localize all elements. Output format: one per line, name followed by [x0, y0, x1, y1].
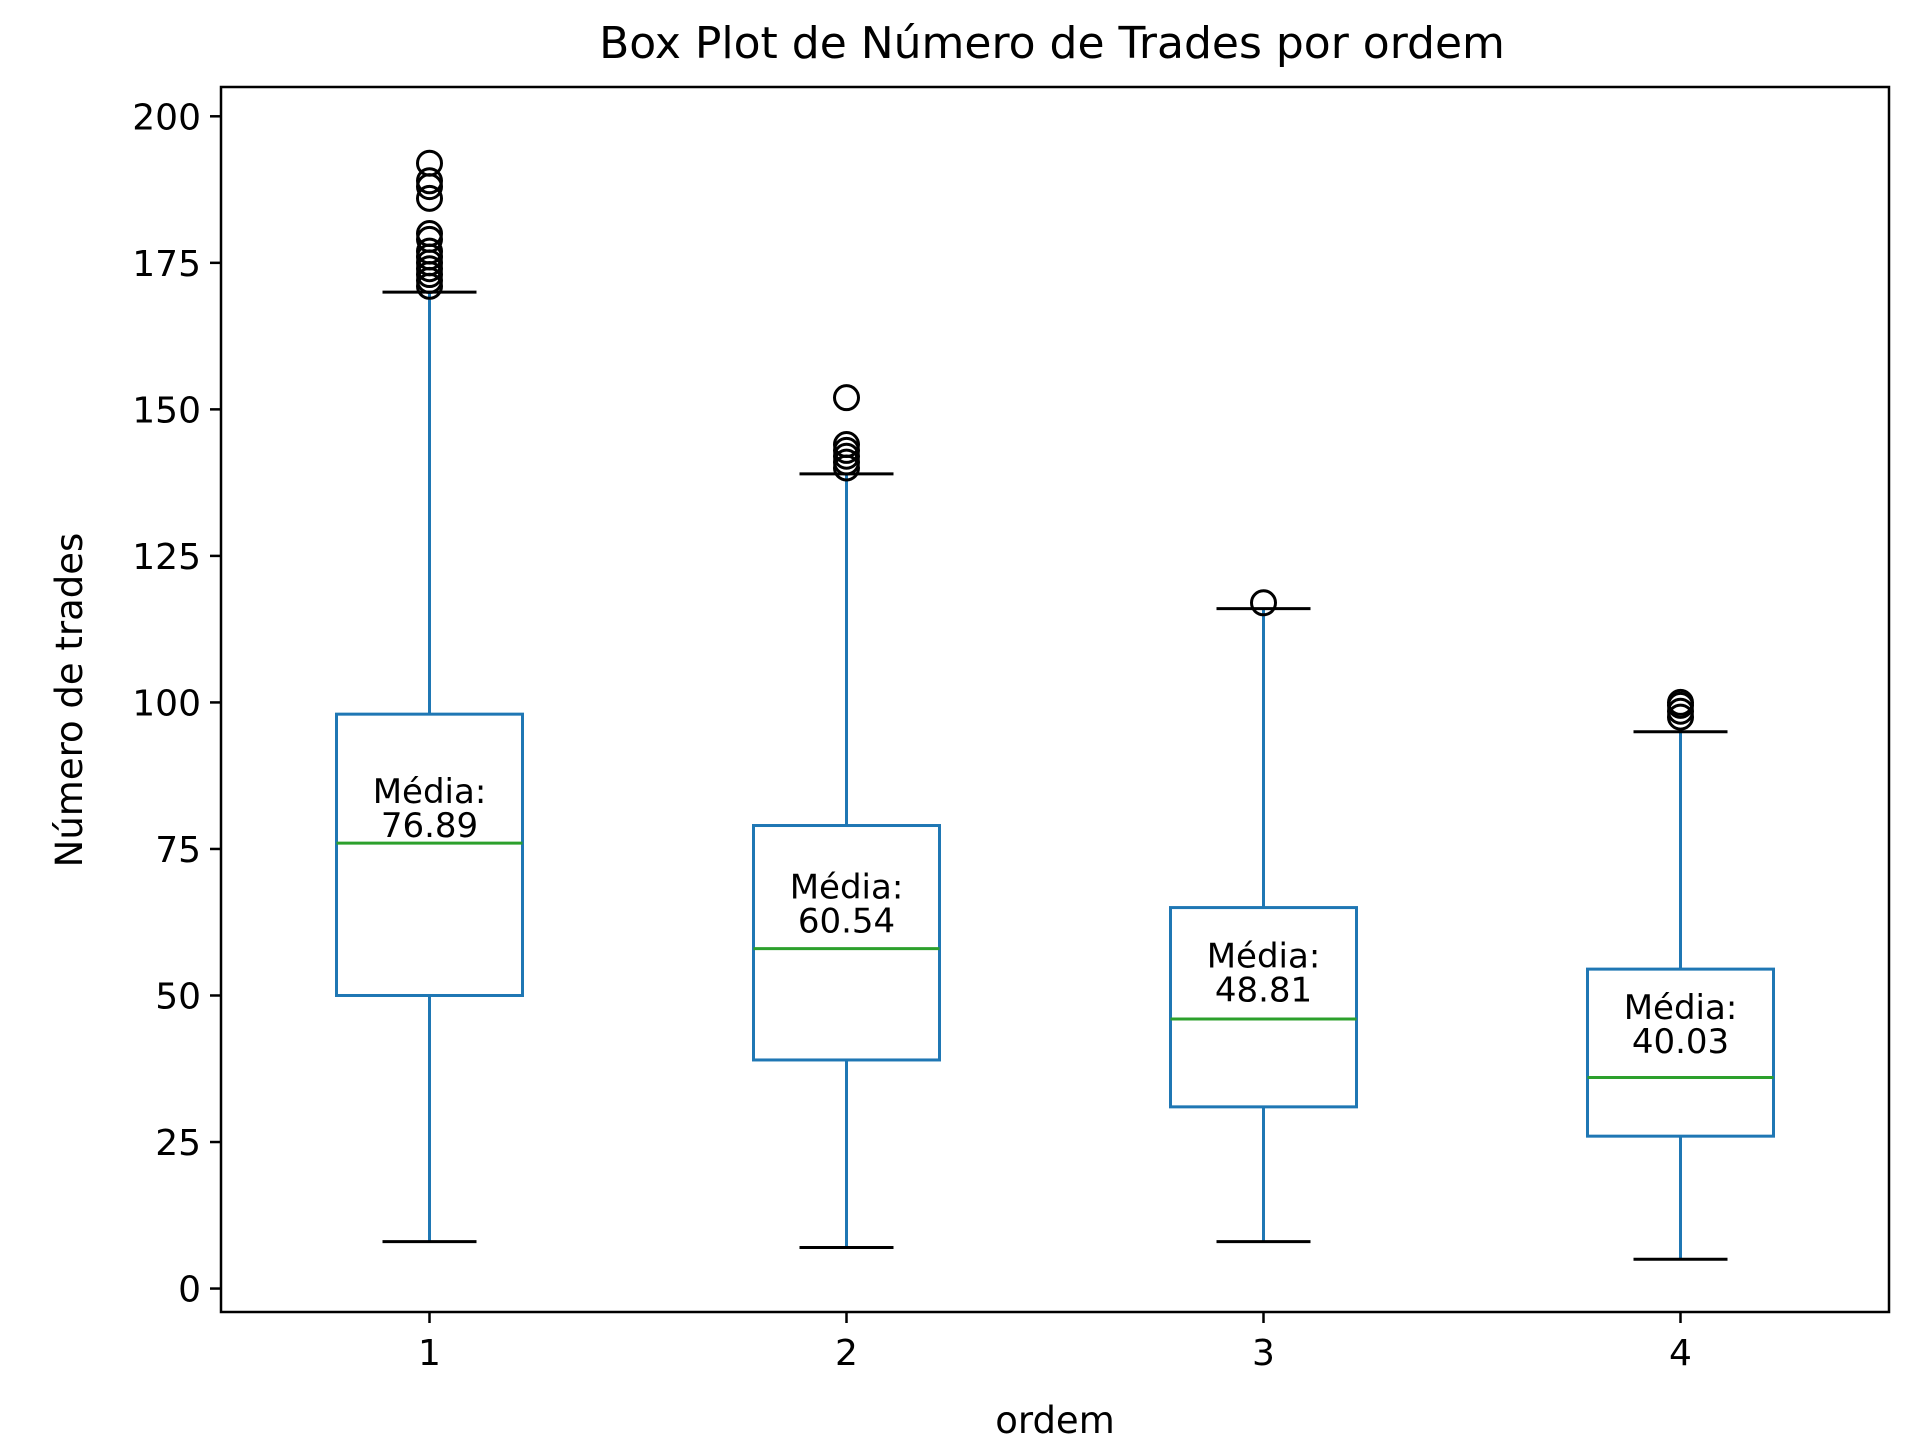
y-tick-label: 175	[132, 244, 201, 285]
y-tick-label: 50	[155, 976, 201, 1017]
mean-label-value: 48.81	[1215, 970, 1312, 1010]
mean-label-prefix: Média:	[1207, 936, 1321, 976]
y-tick-label: 100	[132, 683, 201, 724]
y-tick-label: 200	[132, 97, 201, 138]
y-tick-label: 25	[155, 1123, 201, 1164]
chart-title: Box Plot de Número de Trades por ordem	[599, 18, 1505, 69]
outlier-point	[416, 149, 443, 177]
box-iqr	[1169, 906, 1358, 1109]
mean-label-prefix: Média:	[1624, 988, 1738, 1028]
outlier-point	[416, 167, 443, 195]
x-tick-label: 2	[835, 1333, 858, 1374]
mean-label-prefix: Média:	[373, 772, 487, 812]
outlier-point	[416, 184, 443, 212]
y-tick-label: 125	[132, 537, 201, 578]
axes-frame	[219, 85, 1891, 1314]
outlier-point	[833, 384, 860, 412]
mean-label-value: 60.54	[798, 902, 895, 942]
outlier-point	[833, 431, 860, 459]
box-iqr	[335, 712, 524, 997]
y-axis-label: Número de trades	[48, 533, 91, 868]
outlier-point	[1250, 589, 1277, 617]
x-tick-label: 1	[418, 1333, 441, 1374]
x-tick-label: 3	[1252, 1333, 1275, 1374]
mean-label-prefix: Média:	[790, 868, 904, 908]
box-iqr	[1586, 967, 1775, 1138]
plot-area: 02550751001251501752001Média:76.892Média…	[132, 97, 1775, 1374]
box-iqr	[752, 824, 941, 1062]
y-tick-label: 0	[178, 1270, 201, 1311]
mean-label-value: 76.89	[381, 806, 478, 846]
mean-label-value: 40.03	[1632, 1022, 1729, 1062]
x-axis-label: ordem	[995, 1399, 1115, 1440]
outlier-point	[1667, 688, 1694, 716]
outlier-point	[416, 237, 443, 265]
x-tick-label: 4	[1669, 1333, 1692, 1374]
y-tick-label: 150	[132, 390, 201, 431]
outlier-point	[416, 220, 443, 248]
y-tick-label: 75	[155, 830, 201, 871]
